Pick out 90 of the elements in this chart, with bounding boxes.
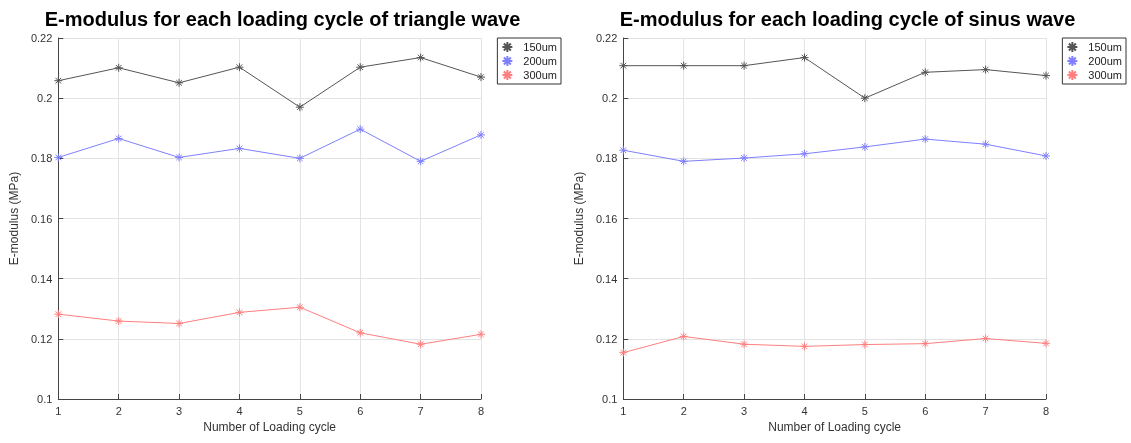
legend-label: 300um bbox=[523, 69, 558, 81]
point bbox=[53, 76, 63, 86]
point bbox=[53, 152, 63, 162]
y-tick-label: 0.18 bbox=[595, 152, 618, 165]
point bbox=[53, 309, 63, 319]
point bbox=[355, 124, 365, 134]
point bbox=[618, 348, 628, 358]
point bbox=[114, 316, 124, 326]
y-tick-label: 0.22 bbox=[595, 32, 618, 44]
x-tick-label: 7 bbox=[417, 404, 424, 417]
x-tick-label: 3 bbox=[176, 404, 183, 417]
legend-label: 200um bbox=[1088, 55, 1123, 67]
point bbox=[355, 62, 365, 72]
y-tick-label: 0.18 bbox=[30, 152, 53, 165]
legend-label: 150um bbox=[523, 41, 558, 53]
x-axis-title: Number of Loading cycle bbox=[203, 419, 337, 434]
point bbox=[234, 143, 244, 153]
y-tick-label: 0.14 bbox=[30, 272, 53, 285]
x-tick-label: 2 bbox=[680, 404, 687, 417]
point bbox=[799, 53, 809, 63]
point bbox=[1041, 151, 1051, 161]
point bbox=[476, 72, 486, 82]
point bbox=[1041, 71, 1051, 81]
y-axis-title: E-modulus (MPa) bbox=[7, 171, 21, 266]
point bbox=[739, 339, 749, 349]
point bbox=[295, 302, 305, 312]
y-tick-label: 0.16 bbox=[30, 212, 53, 225]
point bbox=[679, 156, 689, 166]
point bbox=[476, 130, 486, 140]
point bbox=[679, 61, 689, 71]
chart-title: E-modulus for each loading cycle of triangle wave bbox=[44, 8, 521, 30]
legend-label: 200um bbox=[523, 55, 558, 67]
point bbox=[234, 62, 244, 72]
legend-label: 150um bbox=[1088, 41, 1123, 53]
point bbox=[476, 329, 486, 339]
x-tick-label: 5 bbox=[861, 404, 868, 417]
x-axis-title: Number of Loading cycle bbox=[768, 419, 902, 434]
point bbox=[981, 139, 991, 149]
chart-title: E-modulus for each loading cycle of sinus wave bbox=[619, 8, 1076, 30]
x-tick-label: 2 bbox=[115, 404, 122, 417]
point bbox=[174, 152, 184, 162]
x-tick-label: 4 bbox=[236, 404, 243, 417]
point bbox=[114, 133, 124, 143]
point bbox=[416, 339, 426, 349]
y-tick-label: 0.14 bbox=[595, 272, 618, 285]
x-tick-label: 6 bbox=[922, 404, 929, 417]
y-axis-title: E-modulus (MPa) bbox=[572, 171, 586, 266]
point bbox=[739, 153, 749, 163]
x-tick-label: 7 bbox=[982, 404, 989, 417]
point bbox=[114, 63, 124, 73]
point bbox=[618, 145, 628, 155]
y-tick-label: 0.2 bbox=[602, 92, 618, 105]
point bbox=[295, 102, 305, 112]
x-tick-label: 5 bbox=[296, 404, 303, 417]
point bbox=[739, 61, 749, 71]
x-tick-label: 1 bbox=[620, 404, 627, 417]
x-tick-label: 8 bbox=[477, 404, 485, 417]
point bbox=[416, 156, 426, 166]
point bbox=[799, 149, 809, 159]
y-tick-label: 0.16 bbox=[595, 212, 618, 225]
y-tick-label: 0.2 bbox=[37, 92, 53, 105]
x-tick-label: 6 bbox=[357, 404, 364, 417]
point bbox=[679, 331, 689, 341]
y-tick-label: 0.12 bbox=[30, 332, 53, 345]
x-tick-label: 1 bbox=[55, 404, 62, 417]
point bbox=[174, 318, 184, 328]
point bbox=[618, 61, 628, 71]
point bbox=[920, 134, 930, 144]
y-tick-label: 0.12 bbox=[595, 332, 618, 345]
point bbox=[295, 153, 305, 163]
y-tick-label: 0.22 bbox=[30, 32, 53, 44]
point bbox=[416, 53, 426, 63]
point bbox=[174, 78, 184, 88]
point bbox=[981, 65, 991, 75]
point bbox=[860, 340, 870, 350]
point bbox=[920, 67, 930, 77]
point bbox=[860, 93, 870, 103]
point bbox=[799, 341, 809, 351]
x-tick-label: 4 bbox=[801, 404, 808, 417]
x-tick-label: 8 bbox=[1042, 404, 1050, 417]
point bbox=[860, 142, 870, 152]
legend-label: 300um bbox=[1088, 69, 1123, 81]
point bbox=[1041, 338, 1051, 348]
point bbox=[920, 339, 930, 349]
y-tick-label: 0.1 bbox=[602, 393, 618, 405]
point bbox=[234, 307, 244, 317]
x-tick-label: 3 bbox=[741, 404, 748, 417]
y-tick-label: 0.1 bbox=[37, 393, 53, 405]
point bbox=[981, 334, 991, 344]
point bbox=[355, 328, 365, 338]
